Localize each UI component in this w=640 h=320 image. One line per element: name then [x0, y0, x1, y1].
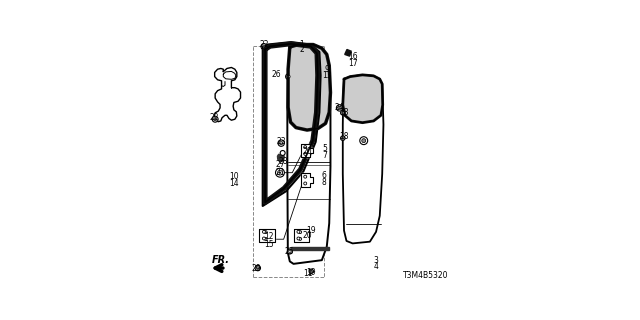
- Text: 5: 5: [322, 144, 327, 153]
- Text: 20: 20: [302, 231, 312, 240]
- Circle shape: [263, 46, 265, 47]
- Circle shape: [289, 250, 291, 253]
- Text: 14: 14: [230, 179, 239, 188]
- Circle shape: [285, 74, 292, 80]
- Text: 16: 16: [348, 52, 358, 61]
- Circle shape: [340, 136, 345, 140]
- Text: 2: 2: [300, 45, 304, 54]
- Circle shape: [256, 267, 259, 270]
- Text: 18: 18: [339, 108, 349, 117]
- Polygon shape: [278, 154, 284, 162]
- Text: 28: 28: [278, 157, 288, 166]
- Circle shape: [304, 182, 307, 185]
- Text: 26: 26: [271, 70, 281, 79]
- Circle shape: [342, 112, 343, 113]
- Text: 18: 18: [339, 132, 349, 141]
- Polygon shape: [345, 50, 351, 56]
- Circle shape: [342, 138, 343, 139]
- Text: 8: 8: [322, 178, 326, 187]
- Circle shape: [214, 118, 216, 120]
- Circle shape: [297, 230, 300, 233]
- Circle shape: [338, 106, 341, 110]
- Text: 23: 23: [276, 137, 286, 146]
- Circle shape: [264, 237, 267, 240]
- Circle shape: [299, 237, 301, 240]
- Circle shape: [280, 142, 282, 144]
- Circle shape: [362, 139, 365, 143]
- Circle shape: [287, 249, 292, 254]
- Circle shape: [287, 75, 291, 78]
- Circle shape: [360, 137, 367, 145]
- Polygon shape: [291, 247, 329, 250]
- Circle shape: [339, 107, 340, 109]
- Text: FR.: FR.: [212, 255, 230, 265]
- Polygon shape: [343, 75, 383, 244]
- Circle shape: [212, 116, 218, 122]
- Polygon shape: [343, 75, 383, 123]
- Circle shape: [280, 150, 285, 156]
- Text: 22: 22: [210, 113, 220, 122]
- Text: 13: 13: [322, 71, 332, 80]
- Polygon shape: [214, 68, 241, 122]
- Circle shape: [279, 141, 283, 145]
- Text: 27: 27: [275, 160, 285, 169]
- Circle shape: [340, 111, 345, 115]
- Text: 6: 6: [322, 171, 327, 180]
- Circle shape: [342, 137, 344, 140]
- Text: T3M4B5320: T3M4B5320: [403, 271, 449, 280]
- Polygon shape: [301, 144, 313, 157]
- Text: 22: 22: [259, 40, 269, 49]
- Circle shape: [299, 231, 301, 234]
- Polygon shape: [259, 229, 275, 242]
- Text: 10: 10: [230, 172, 239, 181]
- Circle shape: [213, 117, 217, 121]
- Text: 19: 19: [306, 268, 316, 277]
- Circle shape: [289, 251, 291, 252]
- Text: 11: 11: [303, 269, 313, 278]
- Text: 29: 29: [252, 264, 261, 273]
- Circle shape: [257, 268, 259, 269]
- Circle shape: [337, 105, 343, 111]
- Text: 15: 15: [264, 240, 274, 249]
- Text: 3: 3: [374, 256, 378, 265]
- Polygon shape: [288, 44, 330, 130]
- Circle shape: [310, 271, 312, 272]
- Circle shape: [264, 231, 267, 234]
- Text: 21: 21: [275, 168, 285, 177]
- Circle shape: [342, 112, 344, 114]
- Text: 1: 1: [300, 40, 304, 49]
- Circle shape: [262, 45, 266, 48]
- Circle shape: [262, 230, 266, 233]
- Text: 24: 24: [334, 103, 344, 112]
- Text: 7: 7: [322, 151, 327, 160]
- Text: 17: 17: [348, 59, 358, 68]
- Circle shape: [304, 175, 307, 178]
- Circle shape: [261, 44, 267, 50]
- Circle shape: [304, 146, 307, 148]
- Text: 4: 4: [374, 262, 378, 271]
- Polygon shape: [301, 173, 313, 187]
- Circle shape: [297, 237, 300, 240]
- Circle shape: [304, 152, 307, 156]
- Circle shape: [255, 265, 260, 271]
- Circle shape: [310, 270, 312, 273]
- Text: 9: 9: [324, 65, 329, 74]
- Polygon shape: [287, 44, 330, 264]
- Circle shape: [279, 172, 281, 173]
- Circle shape: [262, 237, 266, 240]
- Text: 19: 19: [306, 226, 316, 235]
- Circle shape: [278, 140, 284, 146]
- Polygon shape: [294, 229, 309, 242]
- Text: 20: 20: [302, 147, 312, 156]
- Polygon shape: [262, 42, 321, 206]
- Text: 25: 25: [285, 247, 294, 256]
- Text: 12: 12: [264, 232, 274, 241]
- Circle shape: [309, 269, 314, 274]
- Circle shape: [278, 170, 282, 175]
- Circle shape: [275, 168, 284, 177]
- Circle shape: [288, 76, 289, 77]
